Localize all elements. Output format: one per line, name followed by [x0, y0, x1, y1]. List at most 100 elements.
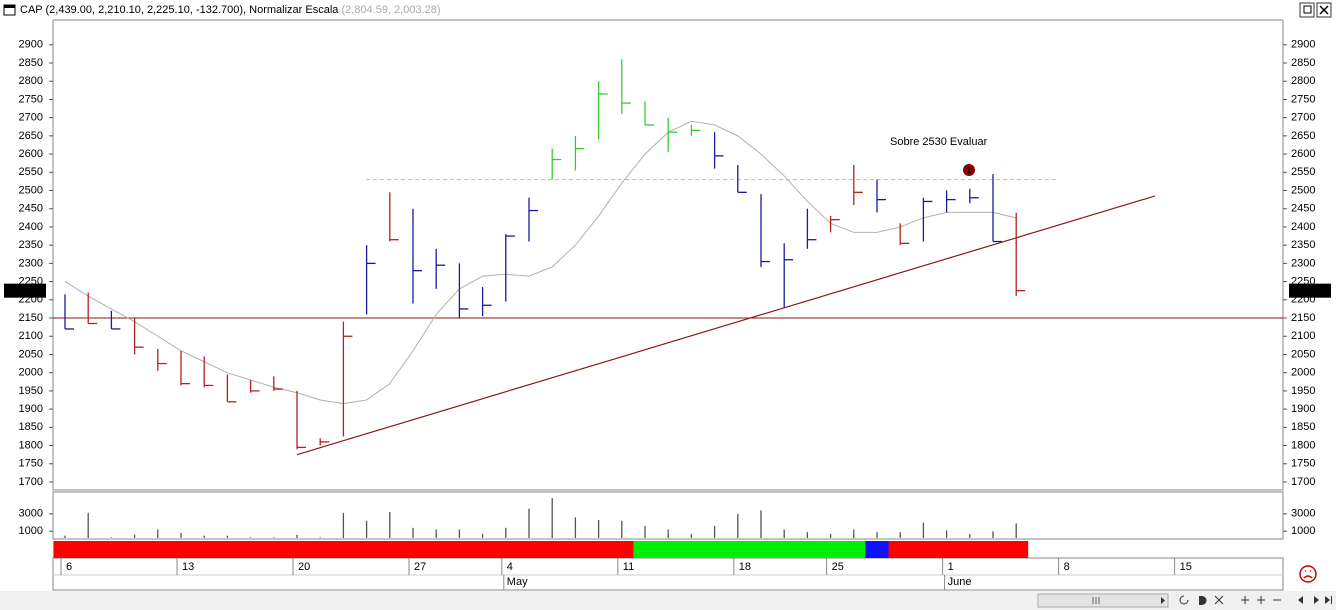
y-tick-label-right: 2350 — [1291, 239, 1315, 251]
signal-strip — [471, 541, 495, 558]
forward-icon[interactable] — [1314, 596, 1319, 604]
last-price-label: 2225.10 — [5, 285, 45, 297]
y-tick-label-right: 2400 — [1291, 221, 1315, 233]
signal-strip — [239, 541, 263, 558]
signal-strip — [447, 541, 472, 558]
signal-strip — [401, 541, 425, 558]
y-tick-label-right: 1850 — [1291, 421, 1315, 433]
signal-strip — [169, 541, 193, 558]
signal-strip — [146, 541, 170, 558]
toolbar — [0, 591, 1336, 610]
signal-strip — [795, 541, 820, 558]
toolbar-icons — [1179, 595, 1332, 605]
date-axis — [52, 557, 1284, 591]
signal-strip — [285, 541, 309, 558]
price-panel — [52, 19, 1284, 491]
scroll-grip — [1092, 597, 1100, 604]
date-label: 6 — [66, 561, 72, 573]
last-price-box — [4, 283, 46, 298]
signal-strip — [517, 541, 541, 558]
last-price-label-right: 2225.10 — [1290, 285, 1330, 297]
y-tick-label: 2750 — [19, 93, 43, 105]
moving-average — [64, 120, 1017, 405]
signal-strip — [1004, 541, 1029, 558]
status-face — [1303, 570, 1313, 579]
end-icon[interactable] — [1325, 596, 1332, 604]
fit-icon[interactable] — [1214, 595, 1224, 605]
scrollbar[interactable] — [1037, 593, 1169, 608]
signal-strip — [819, 541, 843, 558]
y-tick-label: 1850 — [19, 421, 43, 433]
date-label: 4 — [507, 561, 513, 573]
y-tick-label: 1900 — [19, 403, 43, 415]
date-label: 27 — [414, 561, 426, 573]
signal-strip — [563, 541, 588, 558]
signal-strip — [703, 541, 727, 558]
y-tick-label-right: 1950 — [1291, 385, 1315, 397]
status-icon[interactable] — [1299, 565, 1317, 583]
trendline — [296, 195, 1156, 456]
y-tick-label-right: 2550 — [1291, 166, 1315, 178]
signal-strip — [726, 541, 750, 558]
y-tick-label: 2400 — [19, 221, 43, 233]
y-tick-label-right: 1750 — [1291, 458, 1315, 470]
y-tick-label: 2600 — [19, 148, 43, 160]
y-tick-label: 2150 — [19, 312, 43, 324]
signal-strip — [76, 541, 101, 558]
month-label: May — [507, 576, 528, 588]
y-tick-label: 2550 — [19, 166, 43, 178]
y-tick-label: 1700 — [19, 476, 43, 488]
back-icon[interactable] — [1298, 596, 1303, 604]
y-tick-label-right: 2100 — [1291, 330, 1315, 342]
signal-strip — [911, 541, 936, 558]
y-tick-label: 1950 — [19, 385, 43, 397]
y-tick-label-right: 2000 — [1291, 367, 1315, 379]
header: CAP (2,439.00, 2,210.10, 2,225.10, -132.… — [20, 4, 441, 16]
scroll-arrow[interactable] — [1161, 597, 1165, 604]
y-tick-label-right: 1900 — [1291, 403, 1315, 415]
y-tick-label: 2500 — [19, 184, 43, 196]
close-icon — [1319, 5, 1329, 15]
d-icon[interactable] — [1199, 596, 1207, 605]
y-tick-label: 2650 — [19, 130, 43, 142]
y-tick-label-right: 2300 — [1291, 257, 1315, 269]
maximize-button[interactable] — [1299, 2, 1315, 18]
date-label: 13 — [182, 561, 194, 573]
refresh-icon[interactable] — [1179, 595, 1189, 605]
y-tick-label-right: 2800 — [1291, 75, 1315, 87]
signal-strip — [424, 541, 449, 558]
date-label: 25 — [832, 561, 844, 573]
maximize-icon — [1303, 5, 1312, 14]
signal-strip — [888, 541, 913, 558]
y-tick-label: 2450 — [19, 203, 43, 215]
signal-strip — [587, 541, 611, 558]
zoom-in-icon[interactable] — [1241, 596, 1249, 604]
signal-strip — [935, 541, 959, 558]
y-tick-label-right: 2150 — [1291, 312, 1315, 324]
signal-strip — [679, 541, 704, 558]
title-bar — [0, 0, 1336, 20]
volume-tick-label: 3000 — [19, 508, 43, 520]
y-tick-label-right: 2750 — [1291, 93, 1315, 105]
signal-strip — [378, 541, 402, 558]
signal-strip — [656, 541, 681, 558]
signal-strip — [215, 541, 240, 558]
move-icon[interactable] — [1257, 596, 1265, 604]
signal-strip — [633, 541, 657, 558]
indicator: Normalizar Escala — [249, 4, 339, 16]
signal-strip — [981, 541, 1005, 558]
signal-strip — [53, 541, 77, 558]
y-tick-label: 1800 — [19, 439, 43, 451]
volume-tick-label-right: 1000 — [1291, 525, 1315, 537]
volume-tick-label-right: 3000 — [1291, 508, 1315, 520]
date-label: 20 — [298, 561, 310, 573]
signal-strip — [865, 541, 889, 558]
signal-strip — [610, 541, 634, 558]
date-label: 18 — [739, 561, 751, 573]
y-tick-label-right: 1800 — [1291, 439, 1315, 451]
marker-label: 1 — [966, 165, 971, 175]
volume-tick-label: 1000 — [19, 525, 43, 537]
signal-strip — [749, 541, 773, 558]
signal-strip — [262, 541, 286, 558]
